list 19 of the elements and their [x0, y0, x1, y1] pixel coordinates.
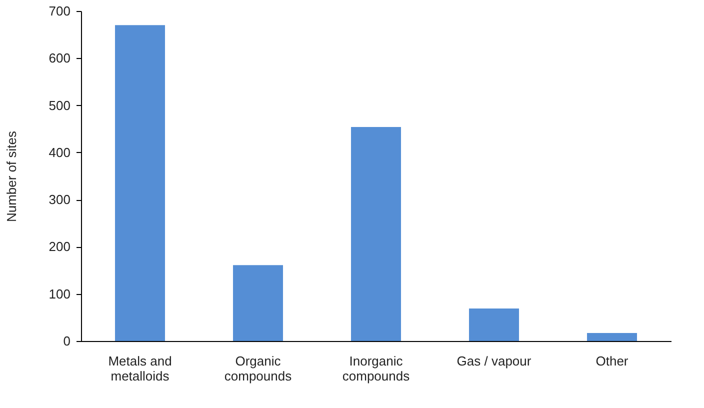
y-tick-label: 100 [48, 286, 70, 302]
y-tick-label: 700 [48, 4, 70, 18]
x-tick-label: Inorganic compounds [342, 354, 410, 384]
y-tick-label: 200 [48, 239, 70, 254]
y-axis-title: Number of sites [4, 130, 19, 222]
y-tick-label: 300 [48, 192, 70, 208]
bar [115, 25, 165, 341]
y-tick-label: 0 [63, 334, 70, 348]
bar [233, 265, 283, 341]
x-tick-label: Metals and metalloids [108, 354, 172, 384]
y-tick-label: 400 [48, 144, 70, 160]
x-tick-label: Gas / vapour [456, 354, 532, 368]
bar [469, 308, 519, 341]
y-tick-label: 600 [48, 50, 70, 66]
bar [587, 332, 637, 341]
x-tick-label: Organic compounds [224, 354, 292, 384]
x-tick-label: Other [596, 354, 629, 368]
y-tick-label: 500 [48, 98, 70, 113]
bar [351, 126, 401, 341]
